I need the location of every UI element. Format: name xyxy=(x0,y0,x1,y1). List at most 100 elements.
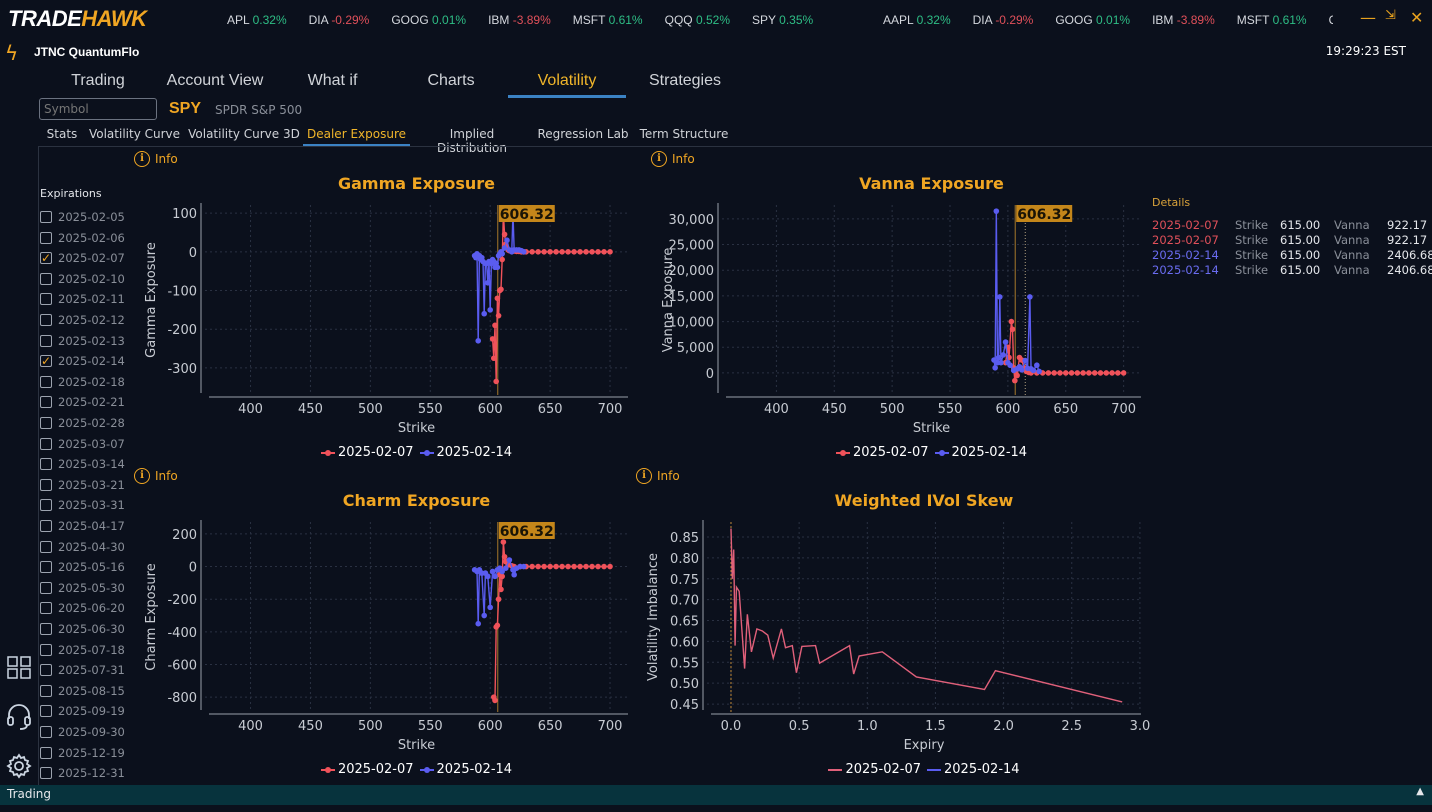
info-button[interactable]: i Info xyxy=(636,468,680,484)
expiration-checkbox[interactable] xyxy=(40,520,52,532)
expiration-checkbox[interactable] xyxy=(40,499,52,512)
expiration-item[interactable]: 2025-02-28 xyxy=(40,414,125,432)
expiration-item[interactable]: 2025-02-13 xyxy=(40,332,125,350)
expiration-item[interactable]: 2025-08-15 xyxy=(40,682,125,700)
dashboard-grid-icon[interactable] xyxy=(6,655,32,683)
tab-what-if[interactable]: What if xyxy=(307,72,358,89)
expiration-checkbox[interactable] xyxy=(40,602,52,615)
legend-item[interactable]: 2025-02-14 xyxy=(419,762,512,777)
ticker-item[interactable]: IBM -3.89% xyxy=(488,13,551,27)
ticker-item[interactable]: DIA -0.29% xyxy=(973,13,1034,27)
legend-item[interactable]: 2025-02-07 xyxy=(320,445,414,460)
expiration-item[interactable]: 2025-06-30 xyxy=(40,620,125,638)
info-button[interactable]: i Info xyxy=(651,151,695,167)
expiration-checkbox[interactable] xyxy=(40,272,52,285)
expiration-item[interactable]: 2025-03-21 xyxy=(40,476,125,494)
expiration-item[interactable]: 2025-04-30 xyxy=(40,538,125,556)
expiration-checkbox[interactable] xyxy=(40,705,52,718)
subtab-regression-lab[interactable]: Regression Lab xyxy=(537,127,629,141)
expiration-checkbox[interactable] xyxy=(40,684,52,697)
legend-item[interactable]: 2025-02-14 xyxy=(927,762,1020,777)
legend-item[interactable]: 2025-02-07 xyxy=(835,445,929,460)
expiration-item[interactable]: 2025-06-20 xyxy=(40,599,125,617)
ticker-item[interactable]: QQQ 0.52% xyxy=(665,13,730,27)
expiration-checkbox[interactable] xyxy=(40,581,52,594)
ticker-item[interactable]: MSFT 0.61% xyxy=(1237,13,1307,27)
subtab-dealer-exposure[interactable]: Dealer Exposure xyxy=(303,127,410,147)
expiration-item[interactable]: 2025-03-07 xyxy=(40,435,125,453)
ticker-item[interactable]: SPY 0.35% xyxy=(752,13,813,27)
ticker-item[interactable]: DIA -0.29% xyxy=(309,13,370,27)
expiration-checkbox[interactable] xyxy=(40,293,52,306)
info-button[interactable]: i Info xyxy=(134,151,178,167)
expiration-checkbox[interactable] xyxy=(40,623,52,635)
expiration-checkbox[interactable] xyxy=(40,417,52,429)
expiration-item[interactable]: ✓ 2025-02-07 xyxy=(40,249,125,267)
expiration-checkbox[interactable] xyxy=(40,458,52,471)
expiration-checkbox[interactable] xyxy=(40,767,52,780)
ticker-item[interactable]: APL 0.32% xyxy=(227,13,287,27)
expiration-checkbox[interactable] xyxy=(40,396,52,409)
tab-volatility[interactable]: Volatility xyxy=(508,72,626,98)
expiration-checkbox[interactable] xyxy=(40,314,52,326)
expiration-item[interactable]: 2025-02-18 xyxy=(40,373,125,391)
expiration-item[interactable]: ✓ 2025-02-14 xyxy=(40,352,125,370)
expiration-checkbox[interactable] xyxy=(40,664,52,677)
subtab-term-structure[interactable]: Term Structure xyxy=(639,127,729,141)
expiration-checkbox[interactable] xyxy=(40,211,52,223)
legend-item[interactable]: 2025-02-07 xyxy=(320,762,414,777)
expiration-checkbox[interactable] xyxy=(40,375,52,388)
expiration-item[interactable]: 2025-02-06 xyxy=(40,229,125,247)
tab-charts[interactable]: Charts xyxy=(427,72,475,89)
expiration-checkbox[interactable] xyxy=(40,478,52,491)
status-expand-icon[interactable]: ▲ xyxy=(1416,786,1424,797)
subtab-implied-distribution[interactable]: Implied Distribution xyxy=(436,127,507,155)
expiration-checkbox[interactable] xyxy=(40,746,52,759)
expiration-checkbox[interactable] xyxy=(40,540,52,553)
ticker-item[interactable]: MSFT 0.61% xyxy=(573,13,643,27)
expiration-checkbox[interactable] xyxy=(40,334,52,347)
expiration-checkbox[interactable] xyxy=(40,231,52,244)
expiration-item[interactable]: 2025-02-21 xyxy=(40,393,125,411)
subtab-volatility-curve-3d[interactable]: Volatility Curve 3D xyxy=(188,127,300,141)
close-icon[interactable]: ✕ xyxy=(1410,8,1424,27)
info-button[interactable]: i Info xyxy=(134,468,178,484)
tab-strategies[interactable]: Strategies xyxy=(648,72,722,89)
expiration-checkbox[interactable] xyxy=(40,561,52,574)
expiration-item[interactable]: 2025-02-12 xyxy=(40,311,125,329)
legend-item[interactable]: 2025-02-14 xyxy=(934,445,1027,460)
expiration-checkbox[interactable]: ✓ xyxy=(40,251,52,266)
expiration-item[interactable]: 2025-07-18 xyxy=(40,641,125,659)
expiration-item[interactable]: 2025-09-19 xyxy=(40,702,125,720)
tab-account-view[interactable]: Account View xyxy=(166,72,264,89)
subtab-stats[interactable]: Stats xyxy=(46,127,78,141)
expiration-item[interactable]: 2025-09-30 xyxy=(40,723,125,741)
ticker-item[interactable]: AAPL 0.32% xyxy=(883,13,951,27)
expiration-item[interactable]: 2025-05-30 xyxy=(40,579,125,597)
gear-icon[interactable] xyxy=(6,753,32,783)
restore-icon[interactable]: ⇲ xyxy=(1385,8,1396,23)
ticker-item[interactable]: IBM -3.89% xyxy=(1152,13,1215,27)
expiration-checkbox[interactable] xyxy=(40,726,52,738)
subtab-volatility-curve[interactable]: Volatility Curve xyxy=(88,127,181,141)
expiration-item[interactable]: 2025-07-31 xyxy=(40,661,125,679)
expiration-item[interactable]: 2025-02-10 xyxy=(40,270,125,288)
ticker-item[interactable]: GOOG 0.01% xyxy=(1055,13,1130,27)
expiration-item[interactable]: 2025-02-11 xyxy=(40,290,125,308)
expiration-item[interactable]: 2025-05-16 xyxy=(40,558,125,576)
ticker-item[interactable]: Q xyxy=(1329,13,1333,27)
symbol-input[interactable] xyxy=(39,98,157,120)
expiration-item[interactable]: 2025-12-31 xyxy=(40,764,125,782)
minimize-icon[interactable]: — xyxy=(1360,8,1376,27)
expiration-checkbox[interactable] xyxy=(40,437,52,450)
expiration-checkbox[interactable] xyxy=(40,643,52,656)
headset-icon[interactable] xyxy=(6,703,32,735)
tab-trading[interactable]: Trading xyxy=(71,72,125,89)
legend-item[interactable]: 2025-02-14 xyxy=(419,445,512,460)
expiration-item[interactable]: 2025-03-31 xyxy=(40,496,125,514)
expiration-item[interactable]: 2025-12-19 xyxy=(40,744,125,762)
expiration-item[interactable]: 2025-03-14 xyxy=(40,455,125,473)
expiration-checkbox[interactable]: ✓ xyxy=(40,354,52,369)
legend-item[interactable]: 2025-02-07 xyxy=(828,762,921,777)
expiration-item[interactable]: 2025-02-05 xyxy=(40,208,125,226)
